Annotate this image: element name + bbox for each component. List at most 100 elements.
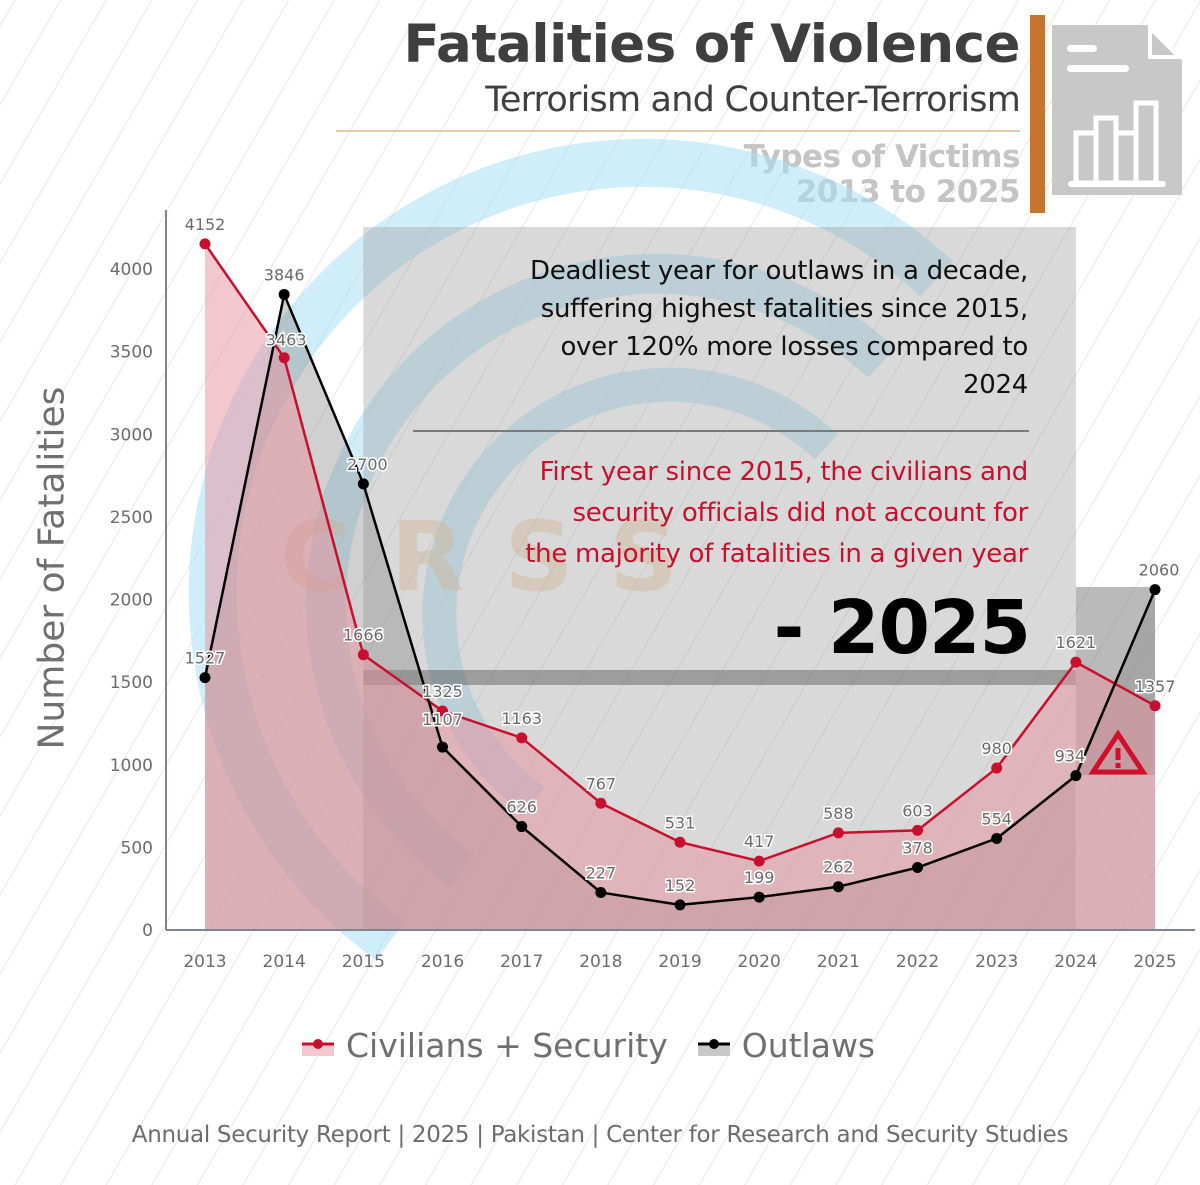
accent-bar (1030, 15, 1045, 213)
y-tick-label: 0 (142, 921, 153, 941)
point-civilians (1070, 656, 1082, 668)
point-civilians (753, 855, 765, 867)
data-label-outlaws: 1107 (422, 710, 463, 729)
point-civilians (437, 705, 449, 717)
data-label-outlaws: 262 (823, 858, 854, 877)
y-tick-label: 3500 (110, 343, 153, 363)
annotation-civilians: First year since 2015, the civilians and… (388, 452, 1028, 575)
x-tick-label: 2014 (263, 952, 306, 972)
point-outlaws (991, 832, 1003, 844)
annotation-outlaws-line: suffering highest fatalities since 2015, (540, 294, 1029, 324)
data-label-outlaws: 227 (586, 863, 617, 882)
y-tick-label: 500 (121, 838, 153, 858)
area-civilians (205, 243, 1156, 930)
data-label-civilians: 980 (981, 739, 1012, 758)
y-tick-label: 4000 (110, 260, 153, 280)
legend-swatch-civilians (302, 1038, 334, 1056)
y-axis-title: Number of Fatalities (31, 386, 73, 750)
x-tick-label: 2019 (658, 952, 701, 972)
annotation-band (363, 670, 1076, 685)
title-divider (336, 130, 1020, 132)
warning-triangle-icon (1088, 729, 1148, 775)
point-civilians (1149, 700, 1161, 712)
data-label-outlaws: 2700 (347, 455, 388, 474)
point-outlaws (1149, 584, 1161, 596)
x-tick-label: 2021 (817, 952, 860, 972)
point-outlaws (1070, 770, 1082, 782)
point-civilians (595, 797, 607, 809)
x-tick-label: 2024 (1054, 952, 1097, 972)
point-outlaws (595, 886, 607, 898)
annotation-outlaws-line: over 120% more losses compared to (560, 332, 1028, 362)
data-label-outlaws: 626 (506, 798, 537, 817)
watermark-arc (422, 367, 839, 815)
x-tick-label: 2025 (1133, 952, 1176, 972)
series-areas (205, 243, 1156, 930)
data-label-outlaws: 934 (1055, 747, 1086, 766)
annotation-outlaws: Deadliest year for outlaws in a decade, … (388, 252, 1028, 404)
legend-label-outlaws: Outlaws (741, 1026, 876, 1065)
point-outlaws (832, 881, 844, 893)
annotation-civilians-line: the majority of fatalities in a given ye… (525, 539, 1028, 569)
point-civilians (912, 824, 924, 836)
x-tick-label: 2016 (421, 952, 464, 972)
data-label-civilians: 1357 (1135, 677, 1176, 696)
data-label-civilians: 1163 (501, 709, 542, 728)
data-label-outlaws: 1527 (185, 649, 226, 668)
y-tick-label: 3000 (110, 425, 153, 445)
annotation-outlaws-line: Deadliest year for outlaws in a decade, (530, 256, 1028, 286)
data-label-outlaws: 2060 (1139, 561, 1180, 580)
point-outlaws (674, 899, 686, 911)
annotation-civilians-line: security officials did not account for (572, 498, 1028, 528)
point-outlaws (278, 288, 290, 300)
warning-dot (1115, 763, 1121, 768)
data-label-civilians: 417 (744, 832, 775, 851)
legend-item-civilians[interactable]: Civilians + Security (300, 1026, 668, 1065)
y-tick-label: 1000 (110, 756, 153, 776)
data-label-civilians: 603 (902, 801, 933, 820)
data-label-civilians: 1325 (422, 682, 463, 701)
x-tick-label: 2017 (500, 952, 543, 972)
footer-credit: Annual Security Report | 2025 | Pakistan… (131, 1122, 1069, 1148)
x-tick-label: 2013 (183, 952, 226, 972)
legend-label-civilians: Civilians + Security (346, 1026, 668, 1065)
data-label-outlaws: 199 (744, 868, 775, 887)
data-label-outlaws: 554 (981, 809, 1012, 828)
x-tick-label: 2023 (975, 952, 1018, 972)
point-civilians (674, 836, 686, 848)
point-civilians (832, 827, 844, 839)
annotation-outlaws-line: 2024 (963, 370, 1028, 400)
point-civilians (199, 238, 211, 250)
legend-item-outlaws[interactable]: Outlaws (696, 1026, 875, 1065)
y-tick-label: 2000 (110, 591, 153, 611)
data-label-civilians: 4152 (185, 215, 226, 234)
chart-title: Fatalities of Violence (403, 14, 1020, 75)
data-label-civilians: 767 (586, 774, 617, 793)
data-label-civilians: 1666 (343, 626, 384, 645)
point-civilians (516, 732, 528, 744)
point-outlaws (516, 821, 528, 833)
data-label-civilians: 1621 (1056, 633, 1097, 652)
annotation-civilians-line: First year since 2015, the civilians and (539, 457, 1029, 487)
chart-subtitle: Terrorism and Counter-Terrorism (485, 80, 1021, 120)
data-label-civilians: 588 (823, 804, 854, 823)
y-tick-label: 2500 (110, 508, 153, 528)
point-civilians (991, 762, 1003, 774)
point-outlaws (357, 478, 369, 490)
year-callout: - 2025 (773, 585, 1031, 671)
report-bar-chart-icon (1052, 25, 1182, 195)
warning-triangle (1088, 729, 1148, 775)
x-tick-label: 2015 (342, 952, 385, 972)
data-label-civilians: 3463 (266, 331, 307, 350)
data-label-civilians: 531 (665, 813, 696, 832)
data-labels: 4152 3463 1666 1325 1163 767 531 417 588 603 980 16… (183, 213, 1181, 896)
point-outlaws (912, 862, 924, 874)
series-points (199, 238, 1161, 911)
x-tick-label: 2020 (738, 952, 781, 972)
y-tick-label: 1500 (110, 673, 153, 693)
axes: 0 500 1000 1500 2000 2500 3000 3500 4000 2013 2014… (110, 210, 1195, 972)
data-label-outlaws: 152 (665, 876, 696, 895)
point-civilians (278, 352, 290, 364)
point-outlaws (753, 891, 765, 903)
annotation-divider (413, 430, 1029, 432)
